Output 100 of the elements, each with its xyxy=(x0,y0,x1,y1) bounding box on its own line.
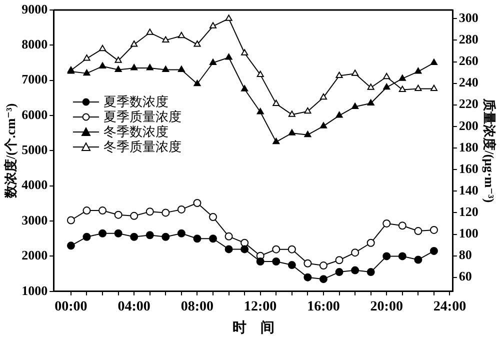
point xyxy=(225,14,232,21)
point xyxy=(256,258,264,266)
point xyxy=(367,99,374,106)
x-tick-label: 08:00 xyxy=(180,299,214,314)
y-tick-label: 2000 xyxy=(22,248,48,263)
y-tick-label: 7000 xyxy=(22,72,48,87)
y2-tick-label: 260 xyxy=(458,53,478,68)
point xyxy=(366,238,375,247)
y-tick-label: 6000 xyxy=(22,106,48,122)
y2-tick-label: 80 xyxy=(458,247,472,262)
point xyxy=(304,273,312,282)
point xyxy=(194,40,201,47)
point xyxy=(209,58,217,66)
point xyxy=(351,266,360,274)
y2-tick-label: 120 xyxy=(458,204,478,220)
point xyxy=(272,100,280,106)
point xyxy=(304,107,312,114)
y2-tick-label: 60 xyxy=(458,268,472,284)
point xyxy=(114,229,122,238)
point xyxy=(241,49,248,56)
point xyxy=(146,64,154,70)
point xyxy=(162,36,170,42)
point xyxy=(98,62,106,69)
point xyxy=(178,32,185,38)
point xyxy=(272,245,280,254)
point xyxy=(98,206,107,215)
point xyxy=(241,85,248,92)
point xyxy=(430,226,438,234)
y2-tick-label: 280 xyxy=(458,32,478,47)
point xyxy=(193,234,202,243)
point xyxy=(82,232,91,241)
point xyxy=(366,268,375,276)
point xyxy=(98,229,107,238)
y-axis-title: 数浓度/(个.cm⁻³) xyxy=(3,103,18,200)
point xyxy=(288,261,296,270)
point xyxy=(414,68,422,74)
point xyxy=(352,102,359,109)
point xyxy=(430,58,438,66)
point xyxy=(383,83,390,90)
point xyxy=(162,208,170,217)
legend-label: 冬季数浓度 xyxy=(104,124,169,140)
x-tick-label: 24:00 xyxy=(433,299,466,314)
point xyxy=(351,248,360,257)
point xyxy=(288,129,296,136)
y2-tick-label: 200 xyxy=(458,118,478,133)
y2-tick-label: 160 xyxy=(458,160,478,176)
point xyxy=(398,74,406,81)
point xyxy=(383,72,390,80)
x-axis-title: 时 间 xyxy=(232,320,274,336)
point xyxy=(288,110,296,117)
point xyxy=(335,256,344,264)
point xyxy=(114,66,122,72)
y2-tick-label: 300 xyxy=(458,10,478,25)
y-tick-label: 4000 xyxy=(22,177,48,192)
point xyxy=(398,86,406,92)
y-tick-label: 3000 xyxy=(22,212,48,228)
point xyxy=(82,206,91,215)
point xyxy=(382,219,391,228)
y2-tick-label: 180 xyxy=(458,139,478,154)
point xyxy=(114,210,122,219)
point xyxy=(114,56,122,63)
point xyxy=(224,245,233,254)
point xyxy=(336,72,343,78)
point xyxy=(130,232,138,241)
y2-tick-label: 100 xyxy=(458,226,478,241)
point xyxy=(288,245,296,254)
point xyxy=(83,69,90,76)
y2-tick-label: 220 xyxy=(458,96,478,112)
point xyxy=(177,229,186,238)
point xyxy=(225,53,232,60)
point xyxy=(66,216,75,224)
point xyxy=(319,275,328,284)
point xyxy=(398,222,406,230)
point xyxy=(414,227,422,236)
point xyxy=(320,93,328,100)
point xyxy=(430,84,438,91)
point xyxy=(335,268,344,276)
point xyxy=(130,212,138,220)
point xyxy=(98,44,106,52)
point xyxy=(224,232,233,240)
x-tick-label: 20:00 xyxy=(370,299,403,314)
point xyxy=(414,256,422,264)
point xyxy=(209,22,217,28)
legend-label: 夏季质量浓度 xyxy=(104,109,182,124)
point xyxy=(209,234,218,243)
y-tick-label: 9000 xyxy=(22,1,48,16)
x-tick-label: 04:00 xyxy=(118,299,150,314)
y-tick-label: 5000 xyxy=(22,142,48,158)
y2-axis-title: 质量浓度/(μg·m⁻³) xyxy=(482,98,497,203)
y2-tick-label: 140 xyxy=(458,182,478,198)
point xyxy=(272,258,280,266)
point xyxy=(367,84,374,90)
point xyxy=(320,122,328,128)
point xyxy=(130,64,138,70)
point xyxy=(193,198,202,207)
point xyxy=(83,54,90,61)
point xyxy=(398,252,406,260)
y-tick-label: 1000 xyxy=(22,282,48,298)
point xyxy=(240,245,249,254)
point xyxy=(209,213,218,222)
